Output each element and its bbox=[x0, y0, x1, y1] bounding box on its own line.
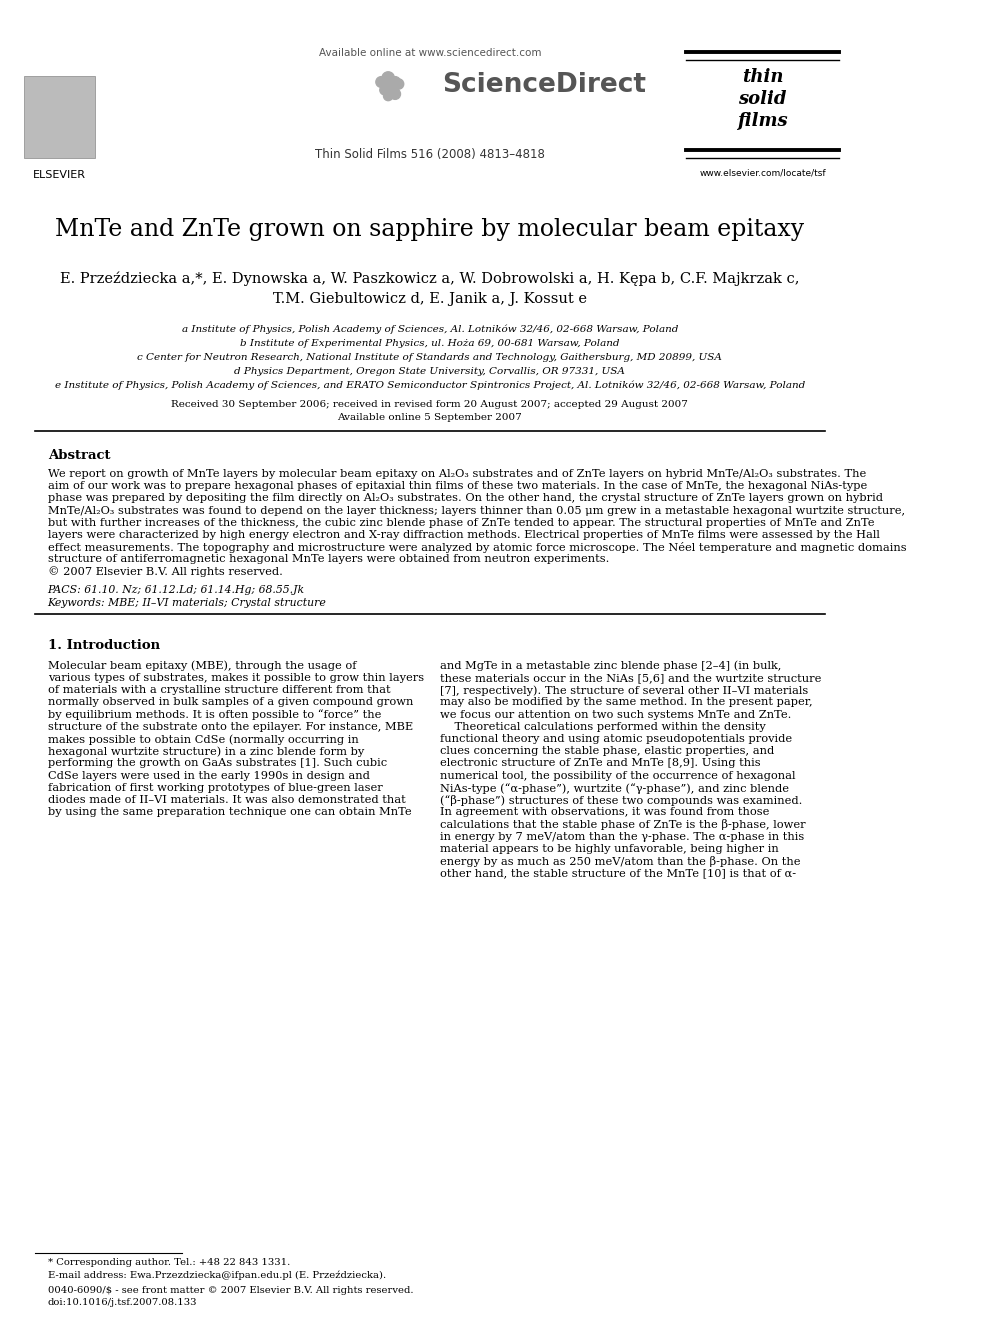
Text: Molecular beam epitaxy (MBE), through the usage of: Molecular beam epitaxy (MBE), through th… bbox=[48, 660, 356, 671]
Text: we focus our attention on two such systems MnTe and ZnTe.: we focus our attention on two such syste… bbox=[440, 709, 792, 720]
Text: Abstract: Abstract bbox=[48, 448, 110, 462]
Text: E-mail address: Ewa.Przezdziecka@ifpan.edu.pl (E. Przeździecka).: E-mail address: Ewa.Przezdziecka@ifpan.e… bbox=[48, 1270, 386, 1279]
Text: www.elsevier.com/locate/tsf: www.elsevier.com/locate/tsf bbox=[699, 168, 825, 177]
Text: and MgTe in a metastable zinc blende phase [2–4] (in bulk,: and MgTe in a metastable zinc blende pha… bbox=[440, 660, 782, 671]
Point bbox=[380, 86, 396, 107]
Text: MnTe and ZnTe grown on sapphire by molecular beam epitaxy: MnTe and ZnTe grown on sapphire by molec… bbox=[56, 218, 805, 241]
Text: effect measurements. The topography and microstructure were analyzed by atomic f: effect measurements. The topography and … bbox=[48, 542, 907, 553]
Point bbox=[391, 73, 407, 94]
Text: PACS: 61.10. Nz; 61.12.Ld; 61.14.Hg; 68.55.Jk: PACS: 61.10. Nz; 61.12.Ld; 61.14.Hg; 68.… bbox=[48, 585, 305, 595]
Text: (“β-phase”) structures of these two compounds was examined.: (“β-phase”) structures of these two comp… bbox=[440, 795, 803, 806]
Text: a Institute of Physics, Polish Academy of Sciences, Al. Lotników 32/46, 02-668 W: a Institute of Physics, Polish Academy o… bbox=[182, 325, 678, 335]
Text: e Institute of Physics, Polish Academy of Sciences, and ERATO Semiconductor Spin: e Institute of Physics, Polish Academy o… bbox=[55, 381, 805, 390]
Text: of materials with a crystalline structure different from that: of materials with a crystalline structur… bbox=[48, 685, 390, 695]
Text: other hand, the stable structure of the MnTe [10] is that of α-: other hand, the stable structure of the … bbox=[440, 868, 797, 878]
Text: [7], respectively). The structure of several other II–VI materials: [7], respectively). The structure of sev… bbox=[440, 685, 808, 696]
Text: numerical tool, the possibility of the occurrence of hexagonal: numerical tool, the possibility of the o… bbox=[440, 770, 796, 781]
Text: We report on growth of MnTe layers by molecular beam epitaxy on Al₂O₃ substrates: We report on growth of MnTe layers by mo… bbox=[48, 468, 866, 479]
Text: Available online at www.sciencedirect.com: Available online at www.sciencedirect.co… bbox=[318, 48, 541, 58]
Text: c Center for Neutron Research, National Institute of Standards and Technology, G: c Center for Neutron Research, National … bbox=[137, 353, 722, 363]
Text: * Corresponding author. Tel.: +48 22 843 1331.: * Corresponding author. Tel.: +48 22 843… bbox=[48, 1258, 290, 1267]
Point bbox=[380, 67, 396, 89]
Text: 0040-6090/$ - see front matter © 2007 Elsevier B.V. All rights reserved.: 0040-6090/$ - see front matter © 2007 El… bbox=[48, 1286, 413, 1295]
Text: by equilibrium methods. It is often possible to “force” the: by equilibrium methods. It is often poss… bbox=[48, 709, 381, 721]
Text: Available online 5 September 2007: Available online 5 September 2007 bbox=[337, 413, 522, 422]
Text: calculations that the stable phase of ZnTe is the β-phase, lower: calculations that the stable phase of Zn… bbox=[440, 819, 806, 831]
Text: layers were characterized by high energy electron and X-ray diffraction methods.: layers were characterized by high energy… bbox=[48, 531, 880, 540]
Text: MnTe/Al₂O₃ substrates was found to depend on the layer thickness; layers thinner: MnTe/Al₂O₃ substrates was found to depen… bbox=[48, 505, 905, 516]
Text: films: films bbox=[737, 112, 788, 130]
Text: phase was prepared by depositing the film directly on Al₂O₃ substrates. On the o: phase was prepared by depositing the fil… bbox=[48, 493, 883, 503]
Text: 1. Introduction: 1. Introduction bbox=[48, 639, 160, 652]
Text: these materials occur in the NiAs [5,6] and the wurtzite structure: these materials occur in the NiAs [5,6] … bbox=[440, 673, 821, 683]
Text: clues concerning the stable phase, elastic properties, and: clues concerning the stable phase, elast… bbox=[440, 746, 775, 757]
Point bbox=[387, 83, 403, 105]
Text: hexagonal wurtzite structure) in a zinc blende form by: hexagonal wurtzite structure) in a zinc … bbox=[48, 746, 364, 757]
Point bbox=[373, 71, 389, 93]
Text: In agreement with observations, it was found from those: In agreement with observations, it was f… bbox=[440, 807, 770, 818]
Text: by using the same preparation technique one can obtain MnTe: by using the same preparation technique … bbox=[48, 807, 412, 818]
Text: may also be modified by the same method. In the present paper,: may also be modified by the same method.… bbox=[440, 697, 812, 708]
Text: normally observed in bulk samples of a given compound grown: normally observed in bulk samples of a g… bbox=[48, 697, 413, 708]
Text: various types of substrates, makes it possible to grow thin layers: various types of substrates, makes it po… bbox=[48, 673, 424, 683]
Text: E. Przeździecka a,*, E. Dynowska a, W. Paszkowicz a, W. Dobrowolski a, H. Kępa b: E. Przeździecka a,*, E. Dynowska a, W. P… bbox=[61, 273, 800, 287]
Text: © 2007 Elsevier B.V. All rights reserved.: © 2007 Elsevier B.V. All rights reserved… bbox=[48, 566, 283, 577]
Text: d Physics Department, Oregon State University, Corvallis, OR 97331, USA: d Physics Department, Oregon State Unive… bbox=[234, 366, 625, 376]
Text: energy by as much as 250 meV/atom than the β-phase. On the: energy by as much as 250 meV/atom than t… bbox=[440, 856, 801, 867]
Text: fabrication of first working prototypes of blue-green laser: fabrication of first working prototypes … bbox=[48, 783, 382, 792]
Text: Keywords: MBE; II–VI materials; Crystal structure: Keywords: MBE; II–VI materials; Crystal … bbox=[48, 598, 326, 607]
Bar bbox=[24, 75, 95, 157]
Text: solid: solid bbox=[738, 90, 787, 108]
Text: CdSe layers were used in the early 1990s in design and: CdSe layers were used in the early 1990s… bbox=[48, 770, 370, 781]
Text: material appears to be highly unfavorable, being higher in: material appears to be highly unfavorabl… bbox=[440, 844, 779, 853]
Text: NiAs-type (“α-phase”), wurtzite (“γ-phase”), and zinc blende: NiAs-type (“α-phase”), wurtzite (“γ-phas… bbox=[440, 783, 790, 794]
Text: electronic structure of ZnTe and MnTe [8,9]. Using this: electronic structure of ZnTe and MnTe [8… bbox=[440, 758, 761, 769]
Text: ScienceDirect: ScienceDirect bbox=[441, 71, 646, 98]
Text: b Institute of Experimental Physics, ul. Hoża 69, 00-681 Warsaw, Poland: b Institute of Experimental Physics, ul.… bbox=[240, 339, 620, 348]
Text: performing the growth on GaAs substrates [1]. Such cubic: performing the growth on GaAs substrates… bbox=[48, 758, 387, 769]
Text: Theoretical calculations performed within the density: Theoretical calculations performed withi… bbox=[440, 722, 766, 732]
Text: diodes made of II–VI materials. It was also demonstrated that: diodes made of II–VI materials. It was a… bbox=[48, 795, 406, 804]
Text: T.M. Giebultowicz d, E. Janik a, J. Kossut e: T.M. Giebultowicz d, E. Janik a, J. Koss… bbox=[273, 292, 587, 306]
Text: thin: thin bbox=[742, 67, 784, 86]
Text: makes possible to obtain CdSe (normally occurring in: makes possible to obtain CdSe (normally … bbox=[48, 734, 358, 745]
Text: but with further increases of the thickness, the cubic zinc blende phase of ZnTe: but with further increases of the thickn… bbox=[48, 517, 874, 528]
Point bbox=[377, 79, 393, 101]
Text: in energy by 7 meV/atom than the γ-phase. The α-phase in this: in energy by 7 meV/atom than the γ-phase… bbox=[440, 832, 805, 841]
Text: Received 30 September 2006; received in revised form 20 August 2007; accepted 29: Received 30 September 2006; received in … bbox=[172, 400, 688, 409]
Point bbox=[387, 71, 403, 93]
Text: aim of our work was to prepare hexagonal phases of epitaxial thin films of these: aim of our work was to prepare hexagonal… bbox=[48, 482, 867, 491]
Point bbox=[384, 78, 400, 99]
Text: structure of the substrate onto the epilayer. For instance, MBE: structure of the substrate onto the epil… bbox=[48, 722, 413, 732]
Text: Thin Solid Films 516 (2008) 4813–4818: Thin Solid Films 516 (2008) 4813–4818 bbox=[314, 148, 545, 161]
Text: functional theory and using atomic pseudopotentials provide: functional theory and using atomic pseud… bbox=[440, 734, 793, 744]
Text: doi:10.1016/j.tsf.2007.08.133: doi:10.1016/j.tsf.2007.08.133 bbox=[48, 1298, 197, 1307]
Text: structure of antiferromagnetic hexagonal MnTe layers were obtained from neutron : structure of antiferromagnetic hexagonal… bbox=[48, 554, 609, 565]
Text: ELSEVIER: ELSEVIER bbox=[34, 169, 86, 180]
